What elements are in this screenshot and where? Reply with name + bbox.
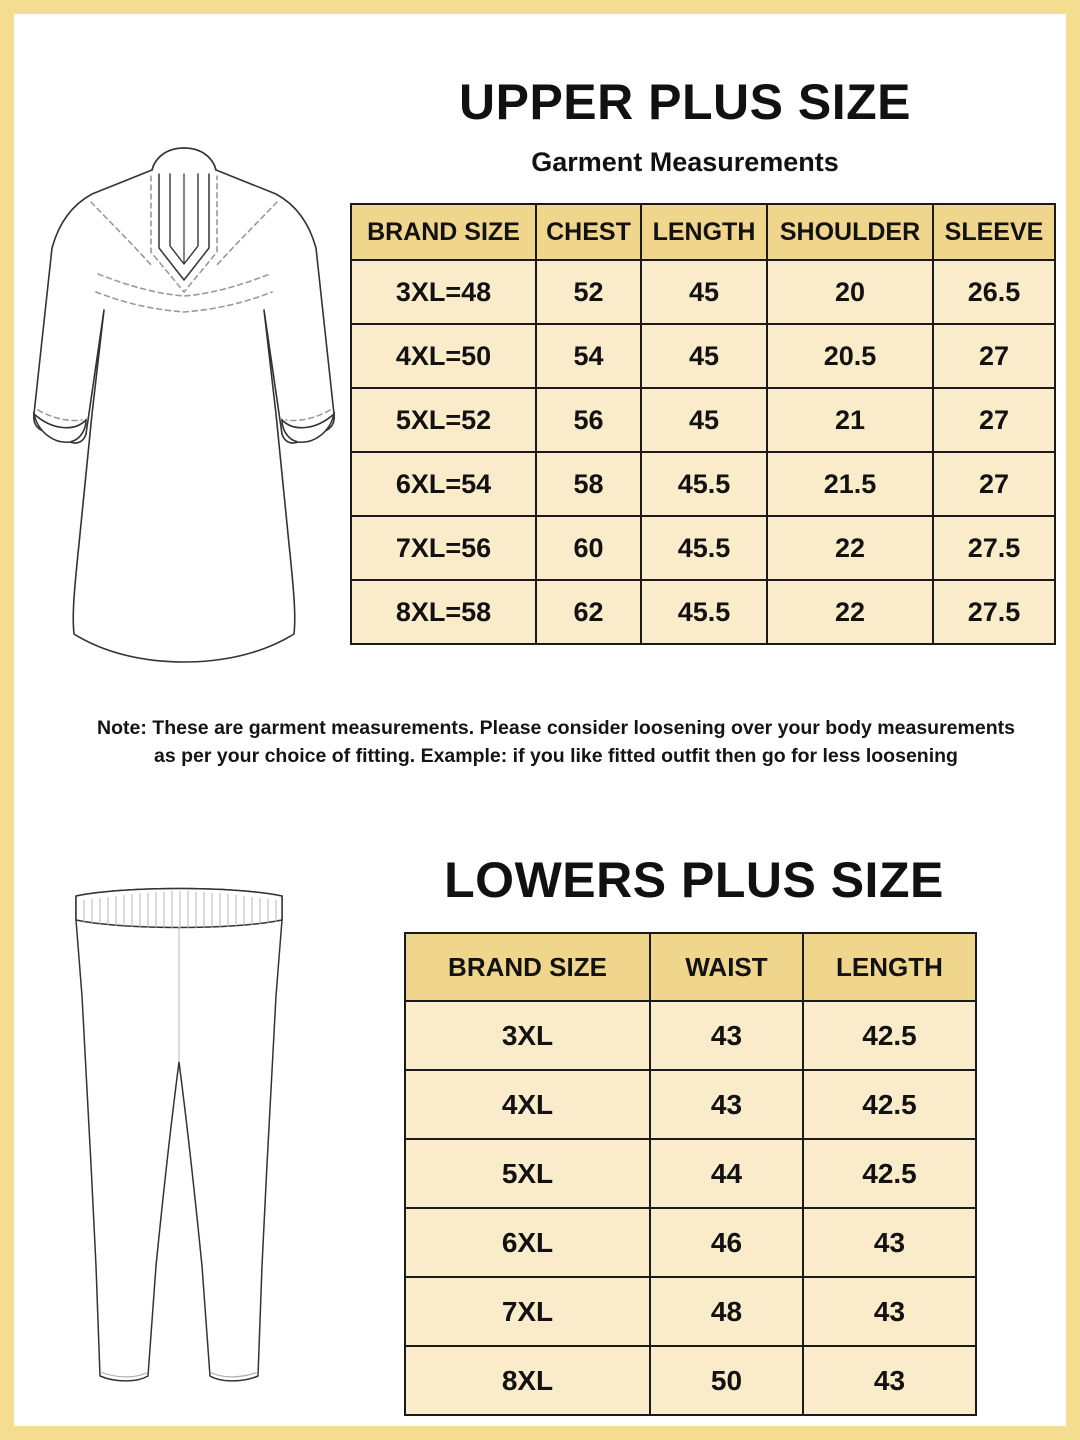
cell-sleeve: 27.5 — [932, 579, 1056, 645]
table-row: 5XL=52 56 45 21 27 — [350, 387, 1056, 453]
cell-chest: 56 — [535, 387, 642, 453]
cell-chest: 52 — [535, 259, 642, 325]
table-row: 8XL 50 43 — [404, 1345, 977, 1416]
cell-length: 43 — [802, 1207, 977, 1278]
table-row: 7XL 48 43 — [404, 1276, 977, 1347]
table-row: 3XL 43 42.5 — [404, 1000, 977, 1071]
cell-brand-size: 6XL=54 — [350, 451, 537, 517]
cell-brand-size: 4XL — [404, 1069, 651, 1140]
lower-table-header-row: BRAND SIZE WAIST LENGTH — [404, 932, 977, 1002]
cell-length: 45 — [640, 323, 768, 389]
cell-brand-size: 3XL=48 — [350, 259, 537, 325]
cell-length: 45.5 — [640, 579, 768, 645]
cell-chest: 54 — [535, 323, 642, 389]
cell-length: 45 — [640, 387, 768, 453]
lower-section-title: LOWERS PLUS SIZE — [444, 852, 944, 908]
cell-chest: 58 — [535, 451, 642, 517]
trouser-illustration — [44, 876, 314, 1404]
cell-brand-size: 8XL=58 — [350, 579, 537, 645]
cell-sleeve: 27 — [932, 451, 1056, 517]
lower-col-header-waist: WAIST — [649, 932, 804, 1002]
table-row: 4XL=50 54 45 20.5 27 — [350, 323, 1056, 389]
page-inner: UPPER PLUS SIZE Garment Measurements BRA… — [14, 14, 1066, 1426]
cell-waist: 46 — [649, 1207, 804, 1278]
cell-shoulder: 21.5 — [766, 451, 934, 517]
table-row: 7XL=56 60 45.5 22 27.5 — [350, 515, 1056, 581]
cell-brand-size: 5XL — [404, 1138, 651, 1209]
cell-waist: 43 — [649, 1000, 804, 1071]
upper-section-subtitle: Garment Measurements — [531, 147, 839, 177]
cell-shoulder: 20.5 — [766, 323, 934, 389]
table-row: 6XL 46 43 — [404, 1207, 977, 1278]
measurement-note: Note: These are garment measurements. Pl… — [76, 714, 1036, 770]
cell-brand-size: 8XL — [404, 1345, 651, 1416]
cell-brand-size: 3XL — [404, 1000, 651, 1071]
table-row: 4XL 43 42.5 — [404, 1069, 977, 1140]
table-row: 3XL=48 52 45 20 26.5 — [350, 259, 1056, 325]
cell-length: 43 — [802, 1276, 977, 1347]
cell-brand-size: 4XL=50 — [350, 323, 537, 389]
cell-chest: 60 — [535, 515, 642, 581]
upper-col-header-chest: CHEST — [535, 203, 642, 261]
cell-sleeve: 27 — [932, 387, 1056, 453]
cell-sleeve: 27.5 — [932, 515, 1056, 581]
cell-brand-size: 7XL — [404, 1276, 651, 1347]
cell-shoulder: 22 — [766, 515, 934, 581]
cell-shoulder: 22 — [766, 579, 934, 645]
cell-sleeve: 27 — [932, 323, 1056, 389]
lower-col-header-brand-size: BRAND SIZE — [404, 932, 651, 1002]
upper-col-header-brand-size: BRAND SIZE — [350, 203, 537, 261]
cell-shoulder: 20 — [766, 259, 934, 325]
cell-length: 42.5 — [802, 1000, 977, 1071]
upper-col-header-length: LENGTH — [640, 203, 768, 261]
table-row: 8XL=58 62 45.5 22 27.5 — [350, 579, 1056, 645]
cell-length: 43 — [802, 1345, 977, 1416]
cell-length: 45.5 — [640, 515, 768, 581]
cell-waist: 48 — [649, 1276, 804, 1347]
cell-length: 42.5 — [802, 1069, 977, 1140]
upper-col-header-sleeve: SLEEVE — [932, 203, 1056, 261]
cell-sleeve: 26.5 — [932, 259, 1056, 325]
note-line-2: as per your choice of fitting. Example: … — [154, 745, 958, 767]
cell-chest: 62 — [535, 579, 642, 645]
upper-col-header-shoulder: SHOULDER — [766, 203, 934, 261]
lower-size-table: BRAND SIZE WAIST LENGTH 3XL 43 42.5 4XL … — [404, 932, 977, 1416]
cell-waist: 43 — [649, 1069, 804, 1140]
table-row: 6XL=54 58 45.5 21.5 27 — [350, 451, 1056, 517]
cell-length: 45 — [640, 259, 768, 325]
upper-table-header-row: BRAND SIZE CHEST LENGTH SHOULDER SLEEVE — [350, 203, 1056, 261]
cell-brand-size: 6XL — [404, 1207, 651, 1278]
note-line-1: Note: These are garment measurements. Pl… — [97, 717, 1015, 739]
cell-shoulder: 21 — [766, 387, 934, 453]
lower-col-header-length: LENGTH — [802, 932, 977, 1002]
cell-brand-size: 7XL=56 — [350, 515, 537, 581]
upper-section-title: UPPER PLUS SIZE — [458, 74, 912, 130]
cell-length: 42.5 — [802, 1138, 977, 1209]
table-row: 5XL 44 42.5 — [404, 1138, 977, 1209]
kurta-illustration — [24, 114, 344, 674]
upper-size-table: BRAND SIZE CHEST LENGTH SHOULDER SLEEVE … — [350, 203, 1056, 645]
cell-waist: 50 — [649, 1345, 804, 1416]
cell-brand-size: 5XL=52 — [350, 387, 537, 453]
cell-waist: 44 — [649, 1138, 804, 1209]
cell-length: 45.5 — [640, 451, 768, 517]
